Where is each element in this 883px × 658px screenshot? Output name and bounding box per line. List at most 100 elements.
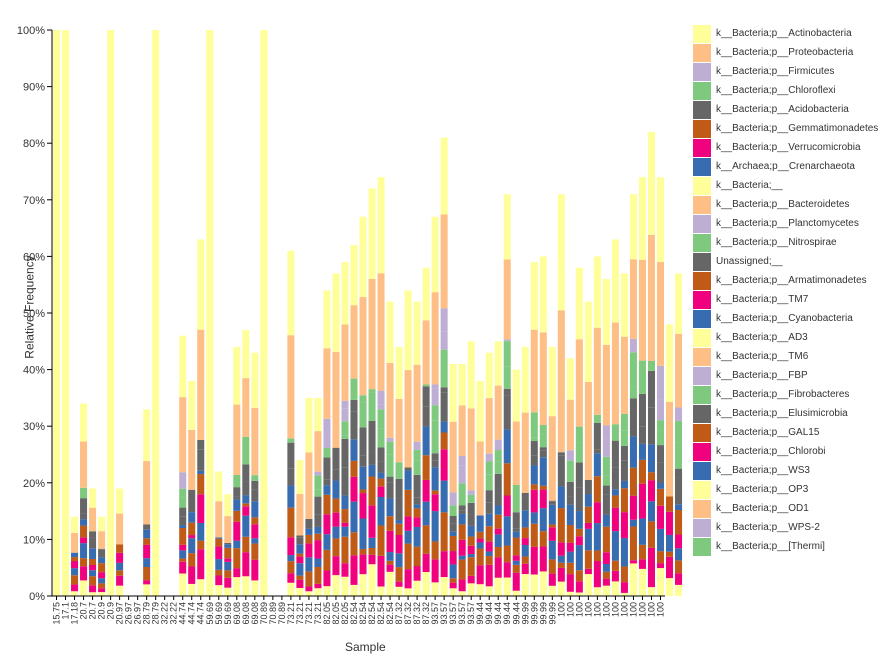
bar-segment bbox=[386, 362, 394, 438]
bar-segment bbox=[80, 580, 88, 596]
bar-segment bbox=[404, 489, 412, 517]
legend-label: k__Bacteria;p__FBP bbox=[716, 370, 808, 381]
bar-segment bbox=[233, 487, 241, 497]
legend-swatch bbox=[693, 157, 711, 176]
bar-segment bbox=[503, 429, 511, 464]
bar-segment bbox=[341, 522, 349, 527]
bar-segment bbox=[179, 472, 187, 489]
bar-segment bbox=[323, 479, 331, 486]
bar-segment bbox=[80, 487, 88, 499]
bar-segment bbox=[458, 513, 466, 525]
bar-segment bbox=[242, 515, 250, 537]
bar-segment bbox=[332, 526, 340, 539]
bar-segment bbox=[215, 501, 223, 538]
bar-segment bbox=[593, 449, 601, 454]
bar-segment bbox=[413, 526, 421, 547]
bar-segment bbox=[656, 430, 665, 446]
bar-segment bbox=[233, 499, 241, 511]
bar-segment bbox=[188, 429, 196, 490]
bar-segment bbox=[233, 521, 241, 541]
bar-segment bbox=[341, 408, 349, 422]
bar-segment bbox=[449, 582, 457, 589]
y-axis-title: Relative Frequency bbox=[22, 255, 37, 359]
bar-segment bbox=[530, 484, 538, 490]
y-tick-label: 90% bbox=[23, 82, 45, 94]
bar-segment bbox=[503, 339, 511, 342]
bar-segment bbox=[512, 421, 520, 485]
bar-segment bbox=[314, 514, 322, 527]
bar-segment bbox=[413, 504, 421, 509]
bar-segment bbox=[341, 400, 349, 409]
bar-segment bbox=[656, 563, 665, 569]
bar-segment bbox=[188, 566, 196, 584]
bar-segment bbox=[539, 489, 547, 509]
bar-segment bbox=[485, 490, 493, 503]
bar-segment bbox=[440, 577, 448, 596]
bar-segment bbox=[71, 568, 79, 576]
bar-segment bbox=[233, 548, 241, 569]
bar-segment bbox=[71, 557, 79, 562]
bar-segment bbox=[665, 551, 674, 557]
bar-segment bbox=[179, 561, 187, 574]
legend-label: k__Bacteria;p__Planctomycetes bbox=[716, 218, 859, 229]
bar-segment bbox=[89, 507, 97, 532]
y-tick-label: 70% bbox=[23, 195, 45, 207]
bar-segment bbox=[323, 514, 331, 535]
bar-segment bbox=[675, 534, 683, 549]
bar-segment bbox=[638, 559, 646, 569]
bar-segment bbox=[656, 551, 665, 564]
legend-item: k__Bacteria;p__Proteobacteria bbox=[693, 43, 881, 62]
bar-segment bbox=[548, 585, 556, 596]
bar-segment bbox=[557, 194, 565, 311]
bar-segment bbox=[251, 407, 259, 476]
bar-segment bbox=[602, 456, 610, 476]
bar-segment bbox=[359, 518, 367, 549]
x-tick-label: 82.54 bbox=[385, 602, 395, 625]
bar-segment bbox=[242, 552, 250, 577]
bar-segment bbox=[449, 511, 457, 517]
bar-segment bbox=[377, 390, 385, 405]
bar-segment bbox=[341, 421, 349, 436]
bar-segment bbox=[287, 582, 295, 596]
bar-segment bbox=[530, 512, 538, 524]
bar-segment bbox=[629, 194, 637, 260]
bar-segment bbox=[512, 369, 520, 422]
bar-segment bbox=[233, 404, 241, 475]
legend-label: k__Bacteria;p__Proteobacteria bbox=[716, 47, 854, 58]
bar-segment bbox=[242, 503, 250, 507]
bar-segment bbox=[422, 572, 430, 596]
legend-swatch bbox=[693, 442, 711, 461]
bar-segment bbox=[449, 531, 457, 536]
bar-segment bbox=[675, 560, 683, 574]
x-tick-label: 87.32 bbox=[421, 602, 431, 625]
bar-segment bbox=[503, 562, 511, 578]
bar-segment bbox=[188, 538, 196, 554]
bar-segment bbox=[675, 468, 683, 478]
bar-segment bbox=[611, 467, 619, 490]
bar-segment bbox=[422, 525, 430, 554]
bar-segment bbox=[629, 386, 637, 399]
bar-segment bbox=[620, 488, 628, 513]
x-tick-label: 82.05 bbox=[331, 602, 341, 625]
x-tick-label: 73.21 bbox=[304, 602, 314, 625]
bar-segment bbox=[503, 259, 511, 340]
bar-segment bbox=[341, 467, 349, 496]
bar-segment bbox=[332, 556, 340, 576]
bar-segment bbox=[287, 561, 295, 574]
bar-segment bbox=[440, 480, 448, 513]
bar-segment bbox=[377, 586, 385, 596]
bar-segment bbox=[647, 501, 655, 522]
bar-segment bbox=[404, 467, 412, 471]
x-tick-label: 100 bbox=[655, 602, 665, 617]
bar-segment bbox=[314, 431, 322, 472]
legend-swatch bbox=[693, 290, 711, 309]
bar-segment bbox=[656, 365, 665, 400]
bar-segment bbox=[584, 574, 592, 596]
bar-segment bbox=[377, 525, 385, 556]
bar-segment bbox=[467, 575, 475, 584]
bar-segment bbox=[395, 398, 403, 463]
bar-segment bbox=[224, 544, 232, 548]
bar-segment bbox=[296, 494, 304, 536]
bar-segment bbox=[305, 571, 313, 587]
bar-segment bbox=[71, 561, 79, 569]
